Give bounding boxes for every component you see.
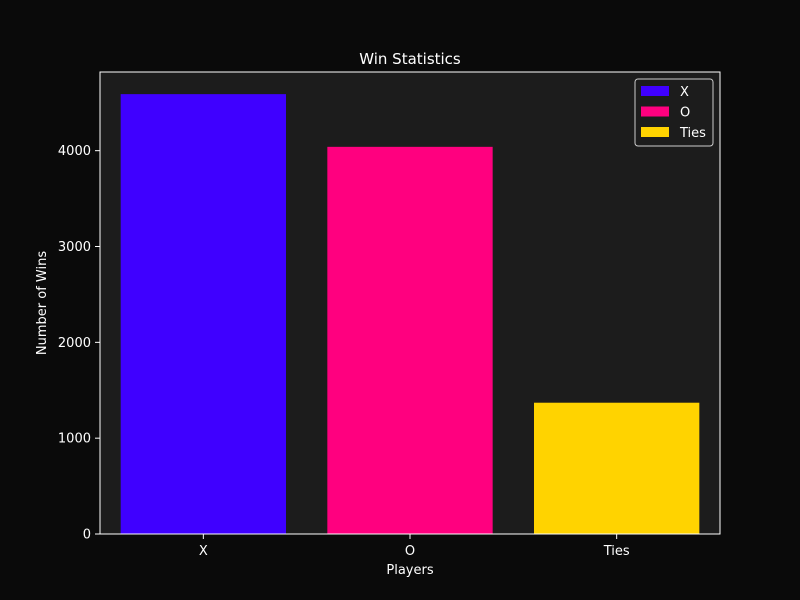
bar-o bbox=[327, 146, 493, 534]
y-tick-label: 4000 bbox=[58, 144, 91, 159]
x-tick-label: O bbox=[405, 544, 415, 559]
legend-swatch-x bbox=[641, 86, 669, 96]
legend: XO Ties bbox=[634, 78, 714, 147]
y-tick-label: 1000 bbox=[58, 432, 91, 447]
x-axis-label: Players bbox=[386, 563, 433, 578]
legend-swatch-ties bbox=[641, 127, 669, 137]
legend-label-x: X bbox=[680, 85, 689, 100]
x-tick-label: Ties bbox=[603, 544, 630, 559]
x-axis: X O Ties bbox=[199, 534, 630, 559]
y-axis: 0 1000 2000 3000 4000 bbox=[58, 144, 100, 543]
chart-title: Win Statistics bbox=[359, 50, 461, 68]
bars-layer bbox=[120, 94, 700, 534]
legend-label-ties: Ties bbox=[679, 126, 706, 141]
legend-swatch-o bbox=[641, 106, 669, 117]
y-tick-label: 2000 bbox=[58, 336, 91, 351]
y-tick-label: 3000 bbox=[58, 240, 91, 255]
y-axis-label: Number of Wins bbox=[35, 251, 50, 355]
bar-ties bbox=[534, 402, 700, 534]
bar-x bbox=[120, 94, 286, 534]
legend-label-o: O bbox=[680, 106, 690, 121]
y-tick-label: 0 bbox=[83, 528, 91, 543]
x-tick-label: X bbox=[199, 544, 208, 559]
